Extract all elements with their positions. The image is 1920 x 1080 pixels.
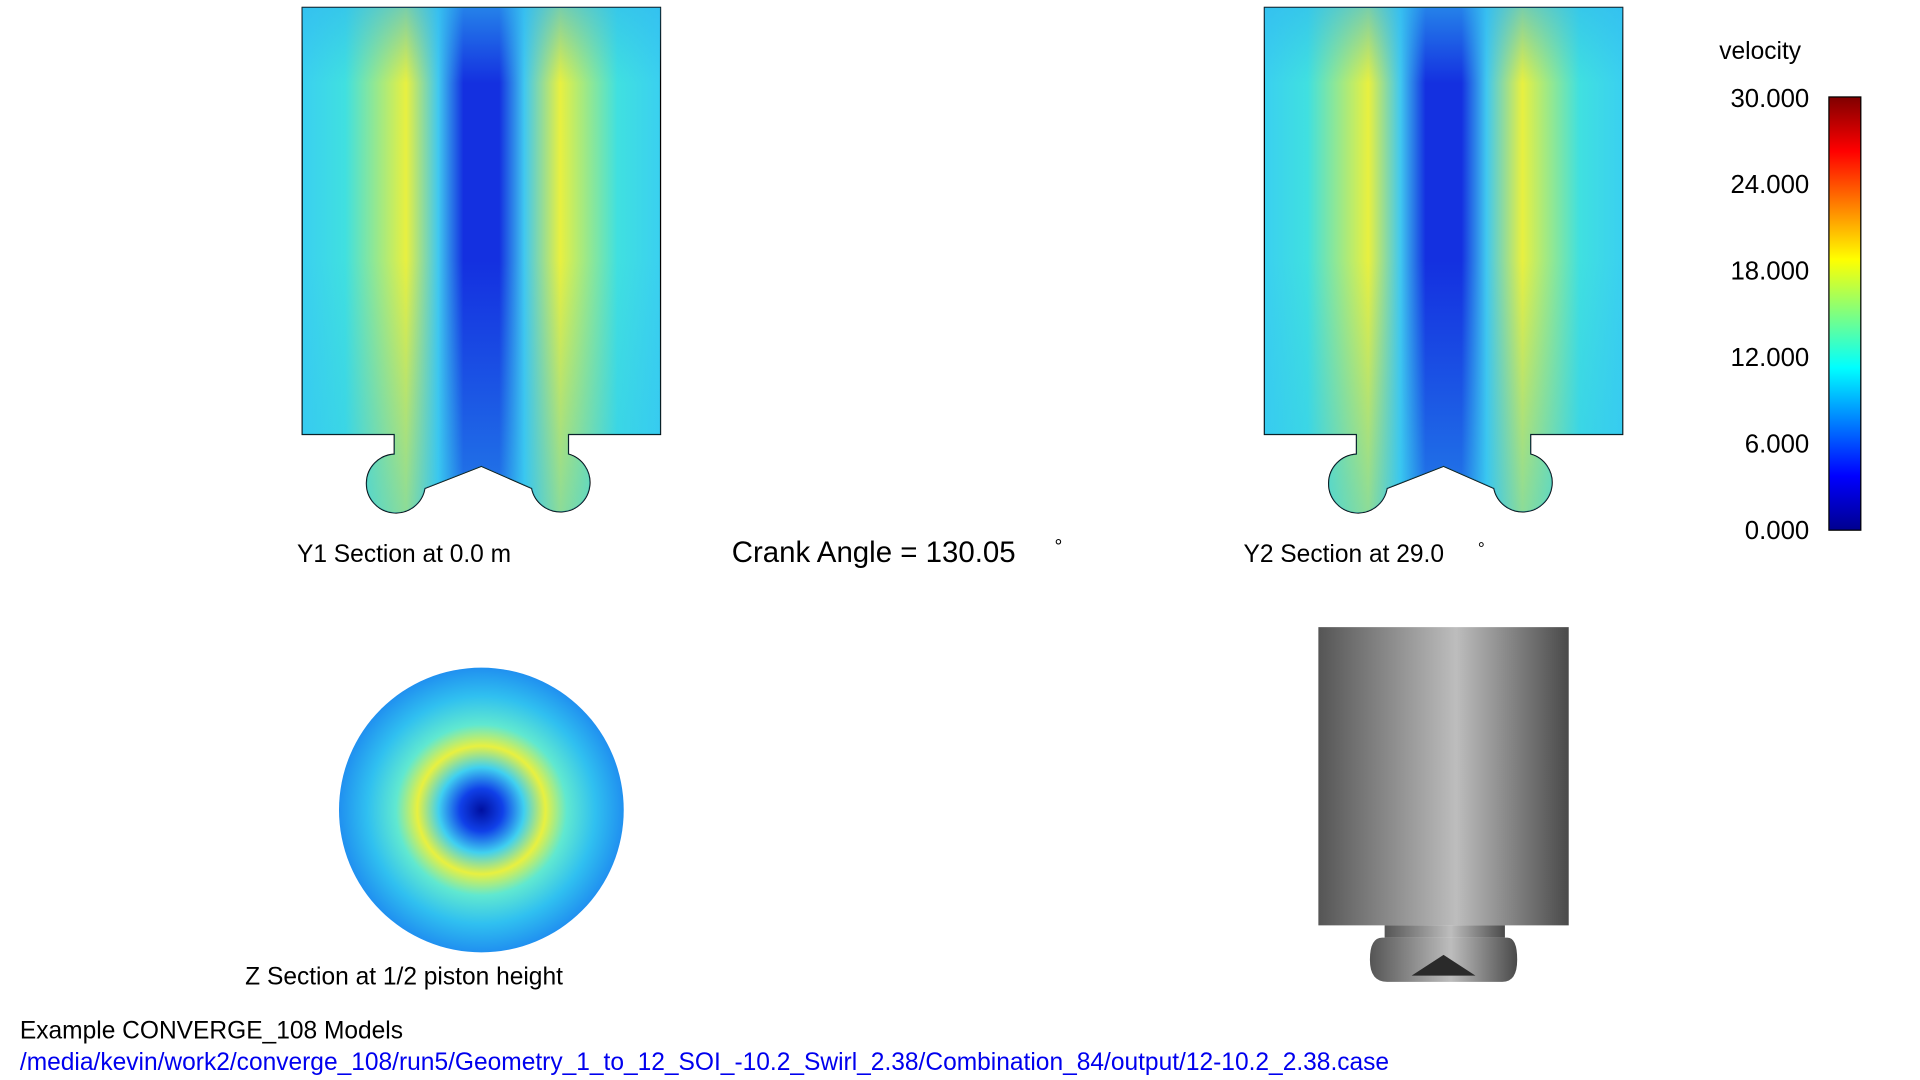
- colorbar-tick-label: 18.000: [1730, 258, 1809, 286]
- y1-label: Y1 Section at 0.0 m: [297, 541, 511, 568]
- colorbar-tick-label: 0.000: [1745, 517, 1809, 545]
- colorbar-tick-label: 12.000: [1730, 344, 1809, 372]
- colorbar-tick-label: 6.000: [1745, 430, 1809, 458]
- y1-section-plot: [301, 6, 662, 514]
- z-label: Z Section at 1/2 piston height: [245, 963, 563, 990]
- y2-section-plot: [1263, 6, 1624, 514]
- colorbar: [1828, 96, 1862, 531]
- colorbar-tick-label: 24.000: [1730, 171, 1809, 199]
- colorbar-tick-label: 30.000: [1730, 85, 1809, 113]
- footer-path: /media/kevin/work2/converge_108/run5/Geo…: [20, 1049, 1389, 1076]
- colorbar-title: velocity: [1719, 38, 1802, 65]
- crank-angle-unit: °: [1055, 535, 1063, 557]
- z-section-plot: [339, 667, 624, 953]
- footer-title: Example CONVERGE_108 Models: [20, 1017, 403, 1044]
- y2-label: Y2 Section at 29.0: [1244, 541, 1444, 568]
- cylinder-view: [1318, 627, 1569, 982]
- crank-angle: Crank Angle = 130.05: [732, 536, 1016, 569]
- y2-unit: °: [1478, 539, 1485, 559]
- colorbar-ticks: 30.000 24.000 18.000 12.000 6.000 0.000: [1730, 85, 1809, 545]
